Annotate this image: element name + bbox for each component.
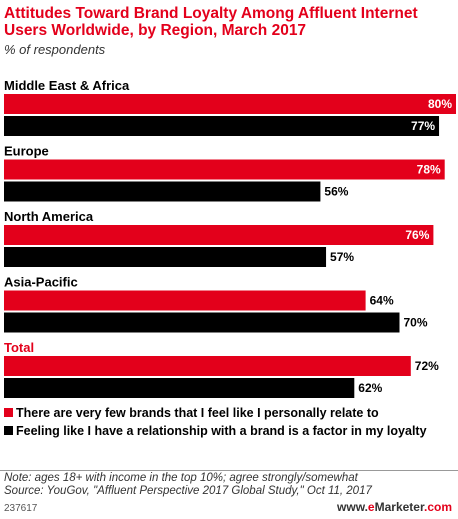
- bar: [4, 225, 434, 245]
- chart-id: 237617: [4, 503, 38, 514]
- bar: [4, 247, 327, 267]
- notes-divider: [0, 470, 458, 471]
- data-label: 72%: [415, 359, 439, 373]
- bar: [4, 356, 411, 376]
- bar: [4, 94, 456, 114]
- category-label: Europe: [4, 144, 49, 159]
- bar-chart: Middle East & Africa 80% 77% Europe 78% 56% No…: [4, 78, 456, 398]
- bar: [4, 312, 400, 333]
- legend-swatch-series-1: [4, 408, 13, 417]
- data-label: 64%: [370, 294, 394, 308]
- legend: There are very few brands that I feel li…: [4, 405, 456, 441]
- data-label: 76%: [405, 228, 429, 242]
- legend-item-series-2: Feeling like I have a relationship with …: [4, 423, 456, 439]
- category-label: Asia-Pacific: [4, 275, 78, 290]
- category-label: North America: [4, 209, 94, 224]
- brand-suffix: .com: [423, 500, 452, 514]
- bar: [4, 378, 355, 398]
- bar: [4, 290, 366, 311]
- legend-label-series-2: Feeling like I have a relationship with …: [16, 424, 427, 438]
- data-label: 70%: [404, 316, 428, 330]
- category-label: Middle East & Africa: [4, 78, 130, 93]
- brand-e: e: [367, 500, 375, 514]
- category-label: Total: [4, 340, 34, 355]
- chart-notes: Note: ages 18+ with income in the top 10…: [4, 472, 372, 498]
- data-label: 57%: [330, 250, 354, 264]
- source-line: Source: YouGov, "Affluent Perspective 20…: [4, 485, 372, 497]
- data-label: 80%: [428, 97, 452, 111]
- brand-logo[interactable]: www.eMarketer.com: [337, 500, 452, 514]
- brand-prefix: www.: [337, 500, 368, 514]
- legend-label-series-1: There are very few brands that I feel li…: [16, 406, 379, 420]
- bar: [4, 159, 445, 180]
- data-label: 62%: [358, 381, 382, 395]
- note-line: Note: ages 18+ with income in the top 10…: [4, 472, 358, 484]
- bar: [4, 116, 440, 136]
- chart-subtitle: % of respondents: [4, 42, 106, 57]
- chart-title: Attitudes Toward Brand Loyalty Among Aff…: [4, 5, 418, 39]
- data-label: 78%: [417, 163, 441, 177]
- bar: [4, 181, 321, 202]
- data-label: 77%: [411, 119, 435, 133]
- data-label: 56%: [324, 185, 348, 199]
- brand-name: Marketer: [374, 500, 424, 514]
- legend-swatch-series-2: [4, 426, 13, 435]
- legend-item-series-1: There are very few brands that I feel li…: [4, 405, 456, 421]
